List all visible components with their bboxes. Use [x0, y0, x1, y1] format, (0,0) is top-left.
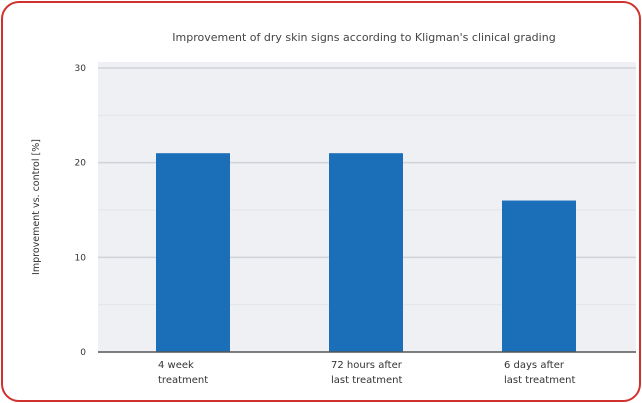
x-tick-label: 4 week: [158, 360, 194, 371]
y-tick-labels: 0 10 20 30: [75, 64, 87, 358]
x-tick-label: 6 days after: [504, 360, 565, 371]
bars: [156, 153, 576, 352]
y-tick-label: 30: [75, 64, 87, 74]
y-axis-label: Improvement vs. control [%]: [31, 139, 42, 275]
bar: [502, 201, 576, 352]
x-tick-labels: 4 week treatment 72 hours after last treatm…: [158, 360, 575, 386]
chart-title: Improvement of dry skin signs according …: [172, 31, 555, 44]
y-tick-label: 0: [80, 348, 86, 358]
y-tick-label: 10: [75, 253, 87, 263]
bar: [156, 153, 230, 352]
bar: [329, 153, 403, 352]
y-tick-label: 20: [75, 159, 87, 169]
x-tick-label: treatment: [158, 375, 208, 386]
x-tick-label: last treatment: [504, 375, 575, 386]
x-tick-label: last treatment: [331, 375, 402, 386]
x-tick-label: 72 hours after: [331, 360, 403, 371]
